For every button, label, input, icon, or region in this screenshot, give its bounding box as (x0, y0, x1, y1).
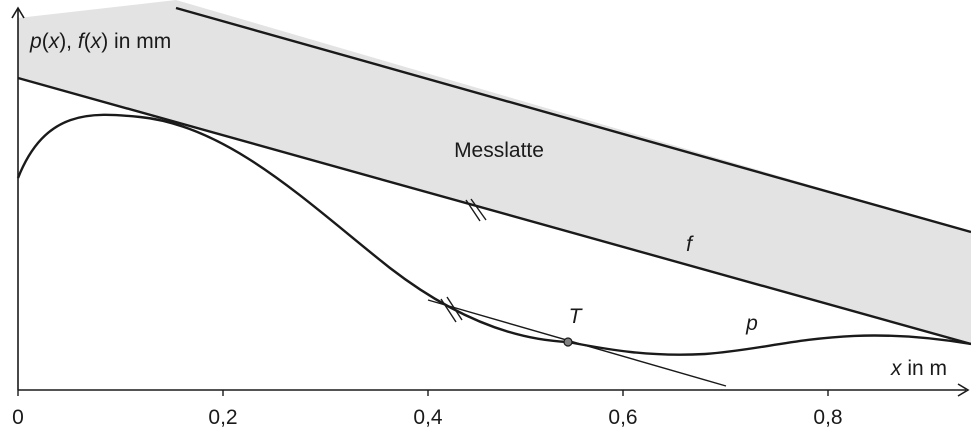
axis-title-part: p (29, 30, 42, 53)
x-axis-title: x in m (890, 357, 947, 380)
x-axis-arrow (957, 383, 970, 397)
point-t (563, 337, 573, 347)
messlatte-label: Messlatte (454, 139, 544, 162)
axis-title-part: ( (84, 30, 91, 53)
axis-title-part: x (90, 30, 103, 53)
f-label: f (686, 233, 694, 256)
curve-p (16, 113, 971, 356)
x-tick-label-0-8: 0,8 (813, 406, 842, 429)
parallel-mark-tangent-2 (446, 296, 463, 321)
curve-f (17, 76, 971, 346)
tangent-line (427, 299, 727, 387)
x-tick-label-0-2: 0,2 (208, 406, 237, 429)
y-axis-arrow (11, 6, 25, 19)
axis-title-part: in m (902, 357, 948, 380)
axis-title-part: ), (59, 30, 78, 53)
axis-title-part: ) in mm (101, 30, 171, 53)
messlatte-band (18, 0, 971, 344)
axis-title-part: f (78, 30, 86, 53)
axis-title-part: ( (42, 30, 49, 53)
axis-title-part: x (48, 30, 61, 53)
x-tick-label-0-6: 0,6 (608, 406, 637, 429)
messlatte-upper-edge (175, 6, 971, 234)
parallel-mark-tangent-1 (440, 298, 457, 323)
p-label: p (745, 312, 758, 335)
x-tick-label-0: 0 (12, 406, 24, 429)
point-t-label: T (569, 305, 584, 328)
x-tick-label-0-4: 0,4 (413, 406, 443, 429)
y-axis-title: p(x), f(x) in mm (29, 30, 171, 53)
axis-title-part: x (890, 357, 903, 380)
parallel-mark-f-1 (465, 199, 481, 222)
parallel-mark-f-2 (470, 198, 487, 221)
